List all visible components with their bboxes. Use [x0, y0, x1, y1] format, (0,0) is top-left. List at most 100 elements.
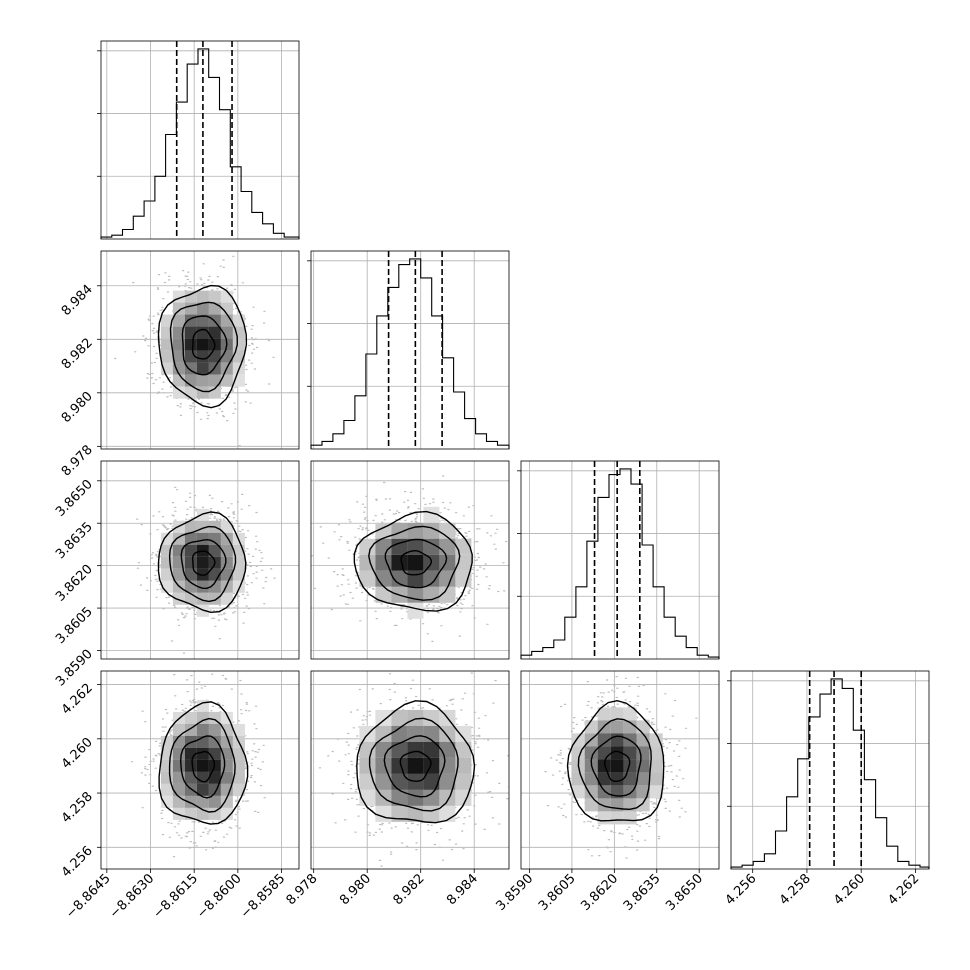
x-tick-label: 3.8590 [494, 871, 537, 914]
density-cell [623, 707, 637, 721]
histogram-steps [730, 678, 930, 869]
density-cell [160, 350, 173, 363]
density-cell [649, 746, 663, 760]
density-cell [423, 805, 440, 822]
density-cell [439, 570, 456, 587]
x-tick-label: −8.8615 [151, 871, 201, 921]
density-cell [196, 747, 209, 760]
density-cell [407, 725, 424, 742]
density-cell [439, 725, 456, 742]
density-cell [391, 538, 408, 555]
density-cell [391, 725, 408, 742]
density-cell [359, 570, 376, 587]
density-cell [196, 580, 209, 593]
contour-line [181, 315, 228, 376]
density-cell [610, 733, 624, 747]
panels-layer [97, 40, 930, 870]
density-cell [375, 570, 392, 587]
density-cell [172, 592, 185, 605]
panel-frame [100, 250, 300, 450]
density-cell [359, 773, 376, 790]
density-cell [208, 532, 221, 545]
histogram-steps [310, 258, 510, 449]
density-cell [423, 773, 440, 790]
x-tick-label: 8.978 [284, 871, 321, 908]
density-cell [220, 580, 233, 593]
density-cell [623, 746, 637, 760]
density-cell [375, 757, 392, 774]
panel-frame [100, 40, 300, 240]
density-cell [455, 789, 472, 806]
density-cell [623, 772, 637, 786]
density-cell [455, 538, 472, 555]
panel-frame [730, 670, 930, 870]
density-cell [196, 302, 209, 315]
density-cell [584, 772, 598, 786]
density-cell [184, 568, 197, 581]
density-cell [375, 554, 392, 571]
density-cell [172, 314, 185, 327]
density-cell [584, 798, 598, 812]
density-cell [455, 570, 472, 587]
density-cell [636, 785, 650, 799]
density-cell [208, 747, 221, 760]
density-cell [172, 735, 185, 748]
density-cell [375, 522, 392, 539]
density-cell [208, 711, 221, 724]
contour-line [169, 301, 239, 393]
density-cell [172, 568, 185, 581]
contour-line [399, 750, 432, 782]
density-cell [375, 805, 392, 822]
y-tick-label: 4.258 [59, 789, 96, 826]
density-cell [220, 771, 233, 784]
panel-background [731, 671, 929, 869]
density-cell [208, 723, 221, 736]
density-cell [208, 771, 221, 784]
density-cell [208, 302, 221, 315]
density-cell [610, 772, 624, 786]
contour-line [577, 718, 652, 811]
panel-content [101, 671, 299, 869]
density-cell [196, 723, 209, 736]
contour-line [168, 717, 236, 813]
x-tick-label: 4.262 [885, 871, 922, 908]
histogram-panel [727, 670, 930, 870]
x-tick-label: −8.8600 [194, 871, 244, 921]
density-cell [220, 592, 233, 605]
contour-line [158, 701, 249, 825]
density-cell [597, 811, 611, 825]
density-cell [220, 723, 233, 736]
y-tick-label: 3.8605 [53, 604, 96, 647]
density-cell [208, 290, 221, 303]
x-tick-label: −8.8630 [107, 871, 157, 921]
contour-line [566, 699, 665, 822]
density-cell [391, 789, 408, 806]
density-cell [407, 789, 424, 806]
density-cell [184, 302, 197, 315]
contour-line [157, 511, 247, 614]
panel-frame [520, 460, 720, 660]
density-cell [184, 520, 197, 533]
density-cell [184, 747, 197, 760]
contour-line [368, 525, 461, 601]
histogram-panel [307, 250, 510, 450]
y-tick-label: 8.984 [59, 282, 96, 319]
density-cell [196, 508, 209, 521]
density-cell [220, 556, 233, 569]
x-tick-label: 8.984 [444, 871, 481, 908]
x-tick-label: 4.258 [777, 871, 814, 908]
density-cell [172, 302, 185, 315]
density-cell [423, 709, 440, 726]
density-cell [208, 374, 221, 387]
x-tick-label: −8.8585 [238, 871, 288, 921]
density-cell [597, 785, 611, 799]
density-cell [172, 350, 185, 363]
histogram-steps [100, 48, 300, 239]
density-cell [208, 735, 221, 748]
density-cell [623, 720, 637, 734]
contour-line [356, 700, 476, 824]
density-cell [196, 386, 209, 399]
panel-background [101, 41, 299, 239]
density-cell [423, 757, 440, 774]
